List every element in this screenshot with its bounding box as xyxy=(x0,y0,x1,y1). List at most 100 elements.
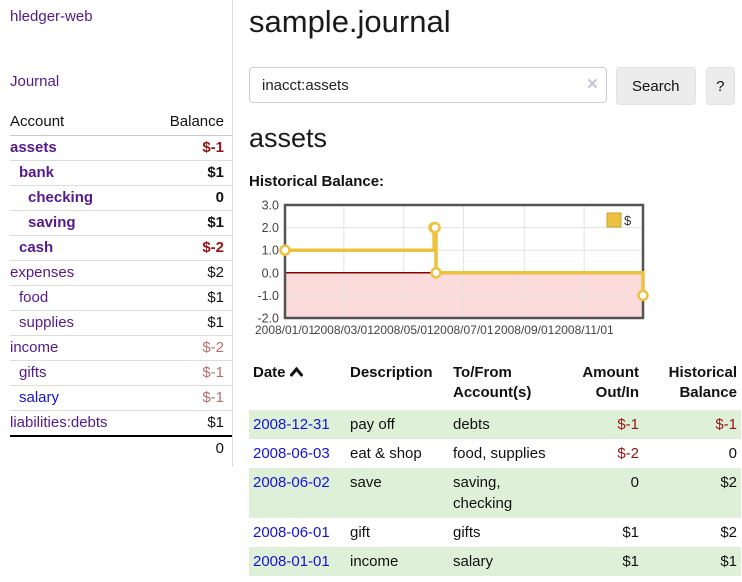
chart-y-axis-label: 2.0 xyxy=(262,221,279,235)
chart-x-axis-label: 2008/01/01 xyxy=(255,323,315,337)
transaction-amount: $-2 xyxy=(617,444,639,462)
chart-y-axis-label: -1.0 xyxy=(257,289,279,303)
account-link[interactable]: gifts xyxy=(19,364,47,381)
accounts-table: Account Balance assets $-1 bank $1 checking 0… xyxy=(10,111,232,461)
account-link[interactable]: assets xyxy=(10,139,57,156)
transaction-description: eat & shop xyxy=(350,444,422,462)
account-link[interactable]: supplies xyxy=(19,314,75,331)
chart-x-axis-label: 2008/07/01 xyxy=(433,323,493,337)
account-row: expenses $2 xyxy=(10,260,232,286)
transaction-accounts: saving, checking xyxy=(449,467,557,518)
transaction-date-link[interactable]: 2008-12-31 xyxy=(253,415,330,433)
register-header-balance: Historical Balance xyxy=(668,364,737,402)
chart-label: Historical Balance: xyxy=(249,173,385,190)
app-title-link[interactable]: hledger-web xyxy=(10,8,93,25)
account-link[interactable]: cash xyxy=(19,239,54,256)
transaction-amount: 0 xyxy=(557,467,643,518)
chart-data-point xyxy=(429,221,441,234)
historical-balance-chart: $3.0 2.0 1.0 0.0 -1.0 -2.0 2008/01/01 2008/03/0… xyxy=(249,199,735,341)
transaction-balance: $2 xyxy=(720,523,737,541)
chart-y-axis-label: 3.0 xyxy=(262,199,279,213)
account-link[interactable]: food xyxy=(19,289,49,306)
account-link[interactable]: income xyxy=(10,339,59,356)
account-row: supplies $1 xyxy=(10,310,232,336)
transaction-description: gift xyxy=(350,523,371,541)
account-balance: $2 xyxy=(145,260,232,286)
accounts-total-row: 0 xyxy=(10,435,232,461)
clear-search-icon[interactable]: × xyxy=(586,74,598,95)
chart-x-axis-label: 2008/11/01 xyxy=(555,323,614,337)
sort-ascending-icon xyxy=(289,363,303,383)
register-row: 2008-12-31 pay off debts $-1 $-1 xyxy=(249,409,741,439)
register-header-amount: Amount Out/In xyxy=(582,364,639,402)
chart-y-axis-label: 1.0 xyxy=(262,244,279,258)
account-row: liabilities:debts $1 xyxy=(10,410,232,437)
account-balance: $-1 xyxy=(145,135,232,161)
account-row: saving $1 xyxy=(10,210,232,236)
account-balance: $1 xyxy=(145,310,232,336)
transaction-accounts: gifts xyxy=(453,523,481,541)
transaction-date-link[interactable]: 2008-01-01 xyxy=(253,552,330,570)
account-link[interactable]: liabilities:debts xyxy=(10,414,108,431)
transaction-balance: $1 xyxy=(643,546,741,576)
chart-border xyxy=(283,203,645,320)
search-input[interactable] xyxy=(249,67,607,103)
account-heading: assets xyxy=(249,123,328,153)
transaction-accounts: food, supplies xyxy=(453,444,546,462)
account-row: gifts $-1 xyxy=(10,360,232,386)
chart-y-axis-label: 0.0 xyxy=(262,266,279,280)
account-balance: 0 xyxy=(145,185,232,211)
account-balance: $1 xyxy=(145,160,232,186)
chart-legend-label: $ xyxy=(624,213,632,228)
account-link[interactable]: bank xyxy=(19,164,55,181)
search-button[interactable]: Search xyxy=(616,67,696,105)
account-balance: $1 xyxy=(145,210,232,236)
transaction-description: pay off xyxy=(346,409,449,439)
accounts-header-account: Account xyxy=(10,111,146,136)
account-link[interactable]: saving xyxy=(28,214,76,231)
register-table: Date Description To/From Account(s) Amou… xyxy=(249,361,741,576)
account-row: bank $1 xyxy=(10,160,232,186)
account-row: income $-2 xyxy=(10,335,232,361)
chart-data-point xyxy=(279,244,291,256)
sidebar-item-journal[interactable]: Journal xyxy=(10,73,60,90)
account-balance: $-2 xyxy=(145,235,232,261)
chart-y-axis-label: -2.0 xyxy=(257,312,279,326)
register-row: 2008-06-02 save saving, checking 0 $2 xyxy=(249,467,741,518)
account-row: food $1 xyxy=(10,285,232,311)
register-header-accounts: To/From Account(s) xyxy=(453,364,532,402)
help-button[interactable]: ? xyxy=(705,67,735,105)
transaction-date-link[interactable]: 2008-06-03 xyxy=(253,444,330,462)
transaction-description: income xyxy=(346,546,449,576)
transaction-amount: $-1 xyxy=(557,409,643,439)
account-row: cash $-2 xyxy=(10,235,232,261)
main-content: sample.journal × Search ? assets Histori… xyxy=(234,0,742,576)
chart-legend-swatch xyxy=(606,212,622,228)
account-link[interactable]: checking xyxy=(28,189,94,206)
register-header-date[interactable]: Date xyxy=(249,361,346,410)
register-row: 2008-06-01 gift gifts $1 $2 xyxy=(249,518,741,547)
accounts-header-balance: Balance xyxy=(145,111,232,136)
account-balance: $-1 xyxy=(145,360,232,386)
chart-data-point xyxy=(430,267,442,279)
sidebar: hledger-web Journal Account Balance asse… xyxy=(0,0,233,467)
search-form: × Search ? xyxy=(249,67,735,105)
account-balance: $1 xyxy=(145,285,232,311)
account-row: assets $-1 xyxy=(10,135,232,161)
transaction-accounts: salary xyxy=(449,546,557,576)
chart-x-axis-label: 2008/03/01 xyxy=(314,323,374,337)
page-title: sample.journal xyxy=(249,4,451,39)
account-row: salary $-1 xyxy=(10,385,232,411)
transaction-date-link[interactable]: 2008-06-02 xyxy=(253,473,330,491)
account-link[interactable]: expenses xyxy=(10,264,75,281)
register-header-description: Description xyxy=(350,364,433,381)
accounts-total-balance: 0 xyxy=(145,435,232,461)
chart-data-point xyxy=(637,289,649,302)
transaction-date-link[interactable]: 2008-06-01 xyxy=(253,523,330,541)
chart-canvas: $3.0 2.0 1.0 0.0 -1.0 -2.02008/01/012008/03/0… xyxy=(255,199,649,337)
transaction-accounts: debts xyxy=(449,409,557,439)
register-row: 2008-06-03 eat & shop food, supplies $-2 0 xyxy=(249,439,741,468)
account-link[interactable]: salary xyxy=(19,389,60,406)
register-row: 2008-01-01 income salary $1 $1 xyxy=(249,546,741,576)
transaction-balance: $-1 xyxy=(643,409,741,439)
